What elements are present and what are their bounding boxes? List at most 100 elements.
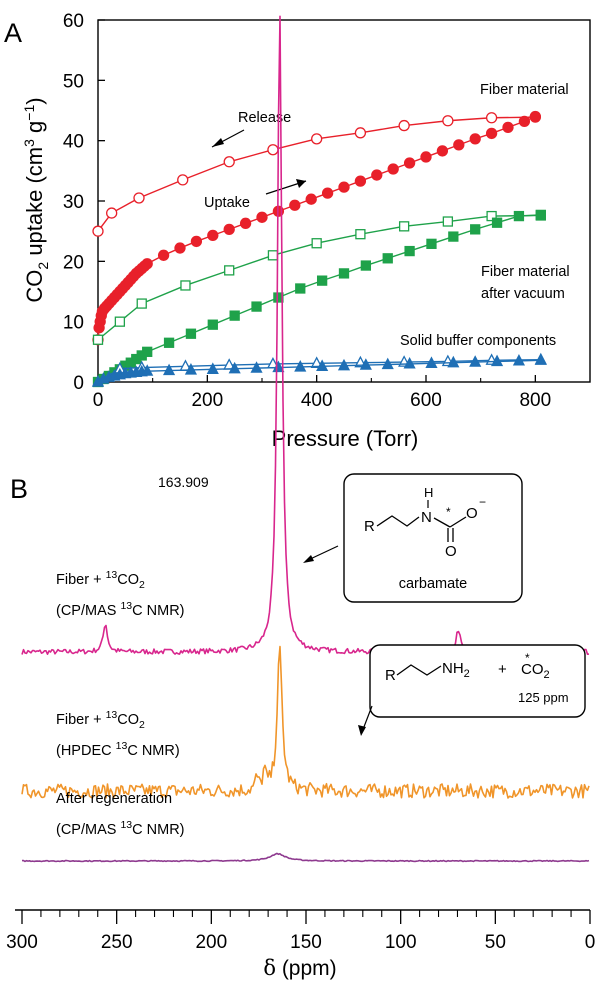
carbamate-structure-inset: R H N * O − O carbamate — [343, 473, 523, 603]
amine-chain-bonds — [396, 664, 442, 676]
data-point — [382, 253, 393, 264]
data-point — [485, 112, 498, 124]
series-red-release — [92, 111, 541, 237]
panel-a-series — [91, 110, 547, 388]
data-point — [228, 361, 241, 374]
y-tick-label: 10 — [63, 313, 84, 334]
carbamate-r: R — [364, 518, 375, 535]
data-point — [321, 187, 334, 199]
uptake-arrowhead — [296, 179, 306, 188]
data-point — [174, 242, 186, 254]
data-point — [491, 217, 503, 228]
data-point — [485, 127, 498, 140]
panel-a-ticks: 0 200 400 600 800 0 10 20 30 40 50 60 — [63, 11, 551, 411]
carbamate-caption: carbamate — [399, 576, 468, 592]
amine-pointer-arrowhead — [358, 725, 366, 736]
data-point — [295, 283, 306, 294]
annotation-fiber-material: Fiber material — [480, 82, 569, 98]
carbamate-nc-bond — [433, 517, 451, 528]
data-point — [106, 207, 118, 219]
x-tick-label: 250 — [101, 932, 133, 953]
carbamate-box — [343, 473, 523, 603]
spectrum-2-label-line2: (HPDEC 13C NMR) — [56, 740, 180, 759]
carbamate-h: H — [424, 485, 433, 500]
annotation-vacuum-line2: after vacuum — [481, 286, 565, 302]
amine-star: * — [525, 651, 530, 665]
data-point — [305, 193, 317, 205]
data-point — [403, 357, 416, 369]
data-point — [190, 235, 203, 248]
data-point — [469, 133, 481, 145]
data-point — [163, 337, 175, 348]
data-point — [398, 221, 410, 232]
carbamate-co-bond — [449, 516, 467, 528]
data-point — [398, 119, 410, 132]
panel-a-x-axis-label: Pressure (Torr) — [272, 426, 419, 451]
panel-b-ticks: 300 250 200 150 100 50 0 — [6, 910, 595, 953]
peak-label: 163.909 — [158, 474, 209, 490]
data-point — [426, 238, 437, 249]
annotation-buffer: Solid buffer components — [400, 333, 556, 349]
data-point — [250, 361, 263, 373]
data-point — [436, 145, 449, 157]
data-point — [442, 115, 454, 127]
panel-a-y-axis-label: CO2 uptake (cm3 g−1) — [21, 97, 51, 302]
data-point — [529, 110, 541, 123]
y-tick-label: 30 — [63, 192, 84, 213]
data-point — [251, 301, 262, 312]
x-tick-label: 50 — [485, 932, 506, 953]
annotation-vacuum-line1: Fiber material — [481, 264, 570, 280]
nmr-spectrum-2 — [21, 645, 590, 799]
data-point — [337, 358, 351, 371]
data-point — [469, 355, 482, 367]
data-point — [442, 216, 454, 227]
x-tick-label: 0 — [93, 390, 104, 411]
y-tick-label: 0 — [73, 373, 84, 394]
data-point — [223, 156, 235, 168]
amine-co2: CO2 — [521, 661, 550, 681]
nmr-spectrum-3 — [22, 852, 590, 863]
carbamate-star: * — [446, 505, 451, 519]
carbamate-pointer-arrowhead — [303, 555, 314, 563]
amine-nh2: NH2 — [442, 660, 470, 680]
panel-b-x-axis-label: δ (ppm) — [263, 956, 336, 980]
data-point — [133, 192, 145, 204]
panel-a-letter: A — [4, 18, 22, 48]
data-point — [534, 353, 547, 365]
carbamate-o-minus: O — [466, 505, 478, 522]
panel-a-plot-frame — [97, 19, 591, 383]
data-point — [267, 144, 279, 156]
data-point — [447, 355, 460, 368]
data-point — [354, 127, 367, 139]
data-point — [354, 175, 367, 187]
data-point — [142, 346, 153, 357]
data-point — [448, 231, 459, 242]
data-point — [513, 210, 525, 222]
x-tick-label: 150 — [290, 932, 322, 953]
x-tick-label: 800 — [519, 390, 551, 411]
data-point — [229, 310, 240, 321]
data-point — [311, 133, 323, 145]
carbamate-minus: − — [479, 495, 486, 509]
data-point — [360, 260, 372, 271]
spectrum-2-label-line1: Fiber + 13CO2 — [56, 709, 145, 731]
spectrum-1-label-line1: Fiber + 13CO2 — [56, 569, 145, 591]
panel-b-letter: B — [10, 474, 28, 504]
series-blue-release — [91, 352, 547, 387]
y-tick-label: 20 — [63, 252, 84, 273]
y-tick-label: 40 — [63, 132, 84, 153]
data-point — [267, 250, 279, 261]
data-point — [294, 360, 307, 372]
spectrum-1-label-line2: (CP/MAS 13C NMR) — [56, 600, 185, 619]
data-point — [311, 238, 322, 249]
data-point — [136, 298, 147, 309]
data-point — [256, 211, 268, 223]
data-point — [141, 364, 154, 376]
data-point — [381, 357, 394, 370]
data-point — [224, 265, 235, 276]
data-point — [157, 249, 170, 261]
carbamate-o: O — [445, 543, 457, 560]
data-point — [239, 217, 252, 229]
data-point — [338, 181, 350, 193]
